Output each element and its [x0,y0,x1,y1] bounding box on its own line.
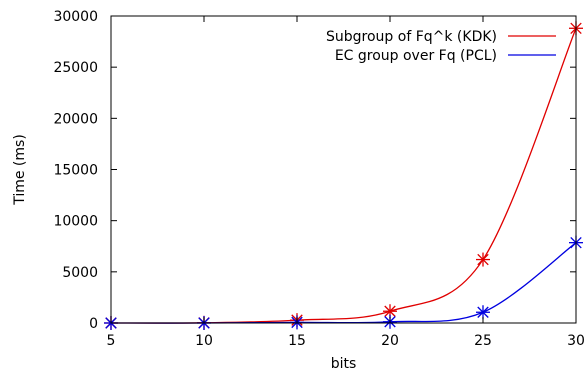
data-point-marker [476,252,490,267]
x-tick-label: 25 [474,333,492,349]
data-point-marker [476,305,490,320]
y-tick-label: 15000 [53,163,98,179]
y-axis: 0 5000 10000 15000 20000 25000 30000 [53,9,576,332]
y-tick-label: 20000 [53,111,98,127]
legend-label: Subgroup of Fq^k (KDK) [326,29,497,45]
y-tick-label: 25000 [53,60,98,76]
x-tick-label: 10 [195,333,213,349]
series-2 [104,235,583,330]
series-1 [104,21,583,330]
y-tick-label: 10000 [53,214,98,230]
x-tick-label: 5 [107,333,116,349]
legend-label: EC group over Fq (PCL) [335,48,497,64]
x-tick-label: 20 [381,333,399,349]
y-tick-label: 30000 [53,9,98,25]
y-tick-label: 5000 [62,265,98,281]
y-tick-label: 0 [89,316,98,332]
legend: Subgroup of Fq^k (KDK) EC group over Fq (… [326,29,556,64]
x-axis-label: bits [331,356,357,372]
series-layer [104,21,583,330]
series-line [110,28,577,324]
y-axis-label: Time (ms) [12,134,28,206]
series-line [110,242,577,324]
x-tick-label: 15 [288,333,306,349]
x-axis: 5 10 15 20 25 30 [107,16,585,349]
x-tick-label: 30 [567,333,585,349]
